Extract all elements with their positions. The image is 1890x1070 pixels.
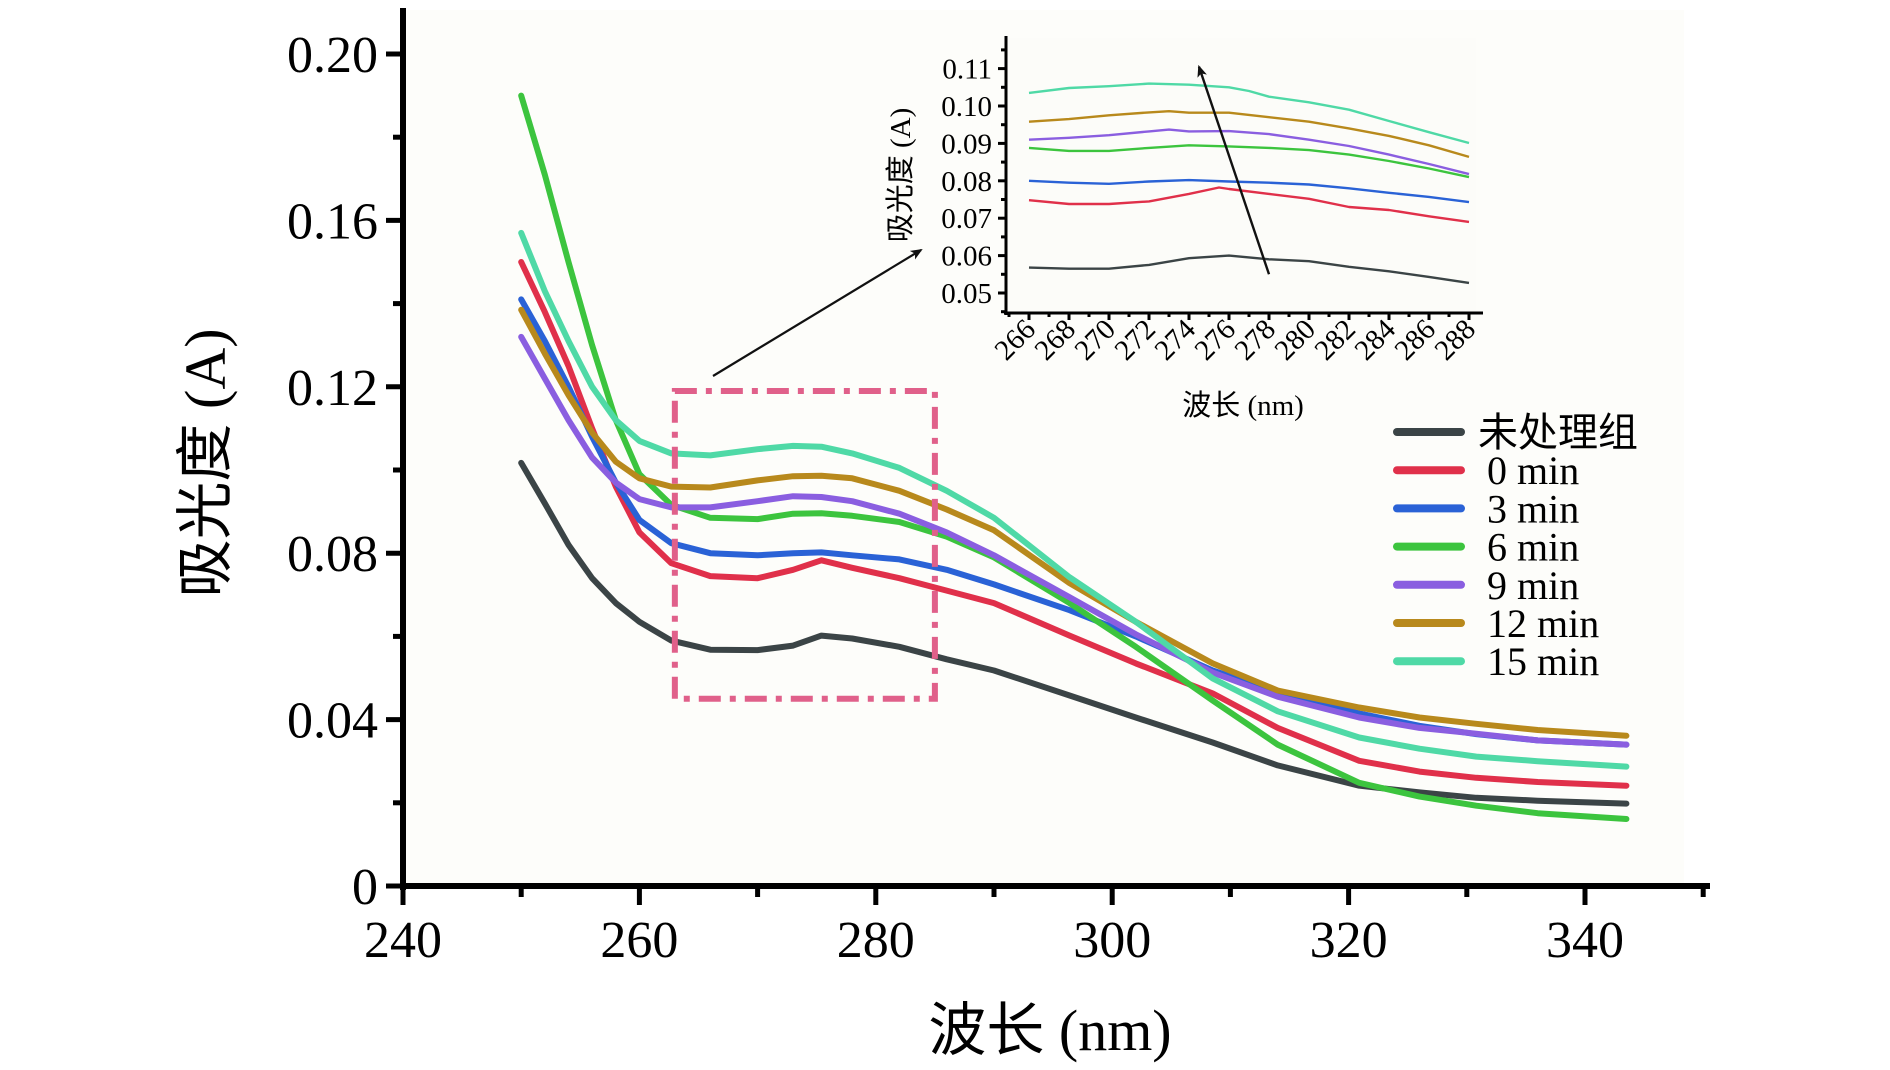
main-series-group	[518, 92, 1630, 822]
x-tick-label: 320	[1310, 912, 1388, 969]
inset-series-line-4	[1028, 128, 1470, 176]
zoom-region-box	[671, 387, 938, 702]
legend-label: 0 min	[1487, 448, 1579, 493]
y-tick-label: 0.12	[287, 360, 378, 417]
legend-item: 6 min	[1393, 525, 1579, 570]
x-tick-label: 340	[1546, 912, 1624, 969]
inset-y-tick-label: 0.08	[941, 166, 992, 198]
y-tick-label: 0.20	[287, 27, 378, 84]
x-tick-label: 280	[837, 912, 915, 969]
y-tick-label: 0.08	[287, 526, 378, 583]
legend-label: 6 min	[1487, 525, 1579, 570]
legend-item: 12 min	[1393, 601, 1599, 646]
inset-series-line-0	[1028, 254, 1470, 285]
series-line-4	[518, 333, 1630, 748]
legend-label: 3 min	[1487, 486, 1579, 531]
legend-label: 9 min	[1487, 563, 1579, 608]
inset-series-line-6	[1028, 82, 1470, 145]
inset-series-line-1	[1028, 186, 1470, 224]
x-tick-label: 260	[600, 912, 678, 969]
y-tick-label: 0.04	[287, 693, 378, 750]
inset-y-axis-title: 吸光度 (A)	[884, 108, 917, 243]
series-line-5	[518, 306, 1630, 739]
x-tick-label: 300	[1073, 912, 1151, 969]
callout-arrow	[712, 248, 923, 377]
inset-series-line-3	[1028, 144, 1470, 179]
y-tick-label: 0.16	[287, 193, 378, 250]
main-axes: 0 0.04 0.08 0.12 0.16 0.20 240 260 280 300 320 340	[287, 8, 1710, 969]
series-line-3	[518, 92, 1630, 822]
inset-x-axis-title: 波长 (nm)	[1182, 389, 1304, 422]
inset-y-tick-label: 0.09	[941, 128, 992, 160]
legend-label: 未处理组	[1478, 410, 1638, 455]
inset-y-tick-label: 0.11	[942, 54, 992, 86]
legend-label: 12 min	[1487, 601, 1599, 646]
legend-item: 0 min	[1393, 448, 1579, 493]
legend-item: 未处理组	[1393, 410, 1638, 455]
inset-y-tick-label: 0.06	[941, 241, 992, 273]
legend-item: 3 min	[1393, 486, 1579, 531]
inset-series-line-5	[1028, 109, 1470, 159]
inset-trend-arrow	[1197, 64, 1271, 275]
legend-item: 15 min	[1393, 639, 1599, 684]
x-tick-label: 240	[364, 912, 442, 969]
y-tick-label: 0	[352, 859, 378, 916]
x-axis-title: 波长 (nm)	[928, 998, 1171, 1063]
inset-y-tick-label: 0.07	[941, 203, 992, 235]
inset-y-tick-label: 0.10	[941, 91, 992, 123]
legend-label: 15 min	[1487, 639, 1599, 684]
inset-series-group	[1028, 82, 1470, 285]
inset-y-tick-label: 0.05	[941, 278, 992, 310]
inset-series-line-2	[1028, 178, 1470, 204]
legend-item: 9 min	[1393, 563, 1579, 608]
inset-background	[1006, 38, 1476, 312]
series-line-6	[518, 229, 1630, 770]
y-axis-title: 吸光度 (A)	[173, 328, 238, 597]
